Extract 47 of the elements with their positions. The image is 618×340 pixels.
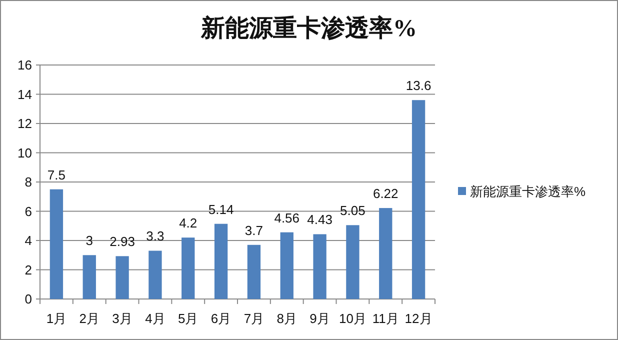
- data-label: 4.2: [179, 216, 198, 231]
- data-label: 3: [86, 233, 93, 248]
- data-label: 4.43: [307, 212, 332, 228]
- data-label: 4.56: [274, 210, 300, 226]
- data-label: 5.05: [340, 203, 366, 218]
- bar: [346, 225, 360, 299]
- data-label: 7.5: [47, 167, 66, 182]
- x-tick-label: 11月: [372, 311, 399, 326]
- x-tick-label: 8月: [276, 311, 297, 326]
- x-tick-label: 5月: [178, 311, 198, 326]
- x-tick-label: 1月: [46, 311, 67, 326]
- y-tick-label: 0: [24, 292, 32, 306]
- y-tick-label: 10: [18, 145, 32, 160]
- x-tick-label: 9月: [310, 311, 330, 326]
- chart-title: 新能源重卡渗透率%: [200, 15, 417, 42]
- bar: [82, 255, 96, 299]
- bar: [116, 256, 129, 299]
- data-label: 2.93: [110, 234, 135, 250]
- x-tick-label: 4月: [145, 311, 166, 326]
- data-label: 5.14: [208, 202, 234, 217]
- y-tick-label: 12: [18, 116, 32, 131]
- y-tick-label: 4: [24, 233, 32, 248]
- x-tick-label: 7月: [244, 311, 264, 326]
- data-label: 3.7: [244, 222, 263, 238]
- data-label: 13.6: [406, 78, 432, 94]
- y-tick-label: 8: [24, 174, 32, 190]
- x-tick-label: 10月: [338, 311, 366, 326]
- x-tick-label: 2月: [79, 311, 100, 326]
- bar: [50, 189, 64, 299]
- bar: [214, 224, 228, 299]
- y-tick-label: 16: [18, 58, 32, 72]
- bar: [148, 250, 162, 299]
- bar: [247, 244, 261, 299]
- bar: [182, 238, 195, 299]
- bar: [313, 234, 326, 299]
- y-tick-label: 2: [24, 262, 32, 278]
- y-tick-label: 14: [18, 86, 32, 102]
- x-tick-label: 12月: [404, 311, 432, 326]
- x-tick-label: 3月: [112, 311, 132, 326]
- bar: [280, 232, 294, 299]
- legend-label: 新能源重卡渗透率%: [470, 184, 586, 199]
- data-label: 3.3: [146, 228, 164, 244]
- bar: [379, 208, 392, 299]
- x-tick-label: 6月: [210, 311, 232, 326]
- y-tick-label: 6: [24, 204, 32, 219]
- data-label: 6.22: [372, 186, 398, 202]
- bar: [412, 100, 426, 299]
